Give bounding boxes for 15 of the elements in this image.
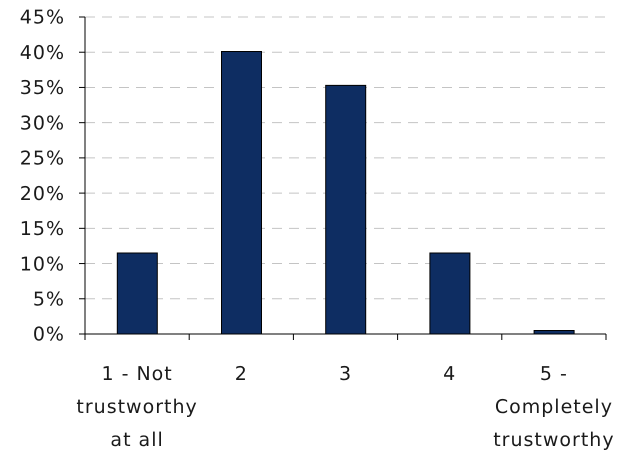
y-tick-label: 10%	[20, 253, 65, 276]
y-tick-label: 30%	[20, 112, 65, 134]
y-tick-label: 20%	[20, 182, 65, 205]
y-tick-label: 5%	[32, 288, 65, 311]
x-tick-label: 4	[443, 363, 456, 385]
y-tick-label: 45%	[20, 6, 65, 29]
y-tick-label: 25%	[20, 148, 65, 170]
x-tick-label: 3	[338, 363, 352, 385]
y-tick-label: 35%	[20, 77, 65, 100]
x-tick-label: 1 - Not trustworthy at all	[76, 363, 198, 451]
x-tick-label: 5 - Completely trustworthy	[493, 363, 615, 451]
x-tick-label: 2	[234, 363, 248, 385]
y-tick-label: 0%	[32, 324, 65, 346]
y-tick-label: 15%	[20, 218, 65, 240]
y-tick-label: 40%	[20, 42, 65, 64]
